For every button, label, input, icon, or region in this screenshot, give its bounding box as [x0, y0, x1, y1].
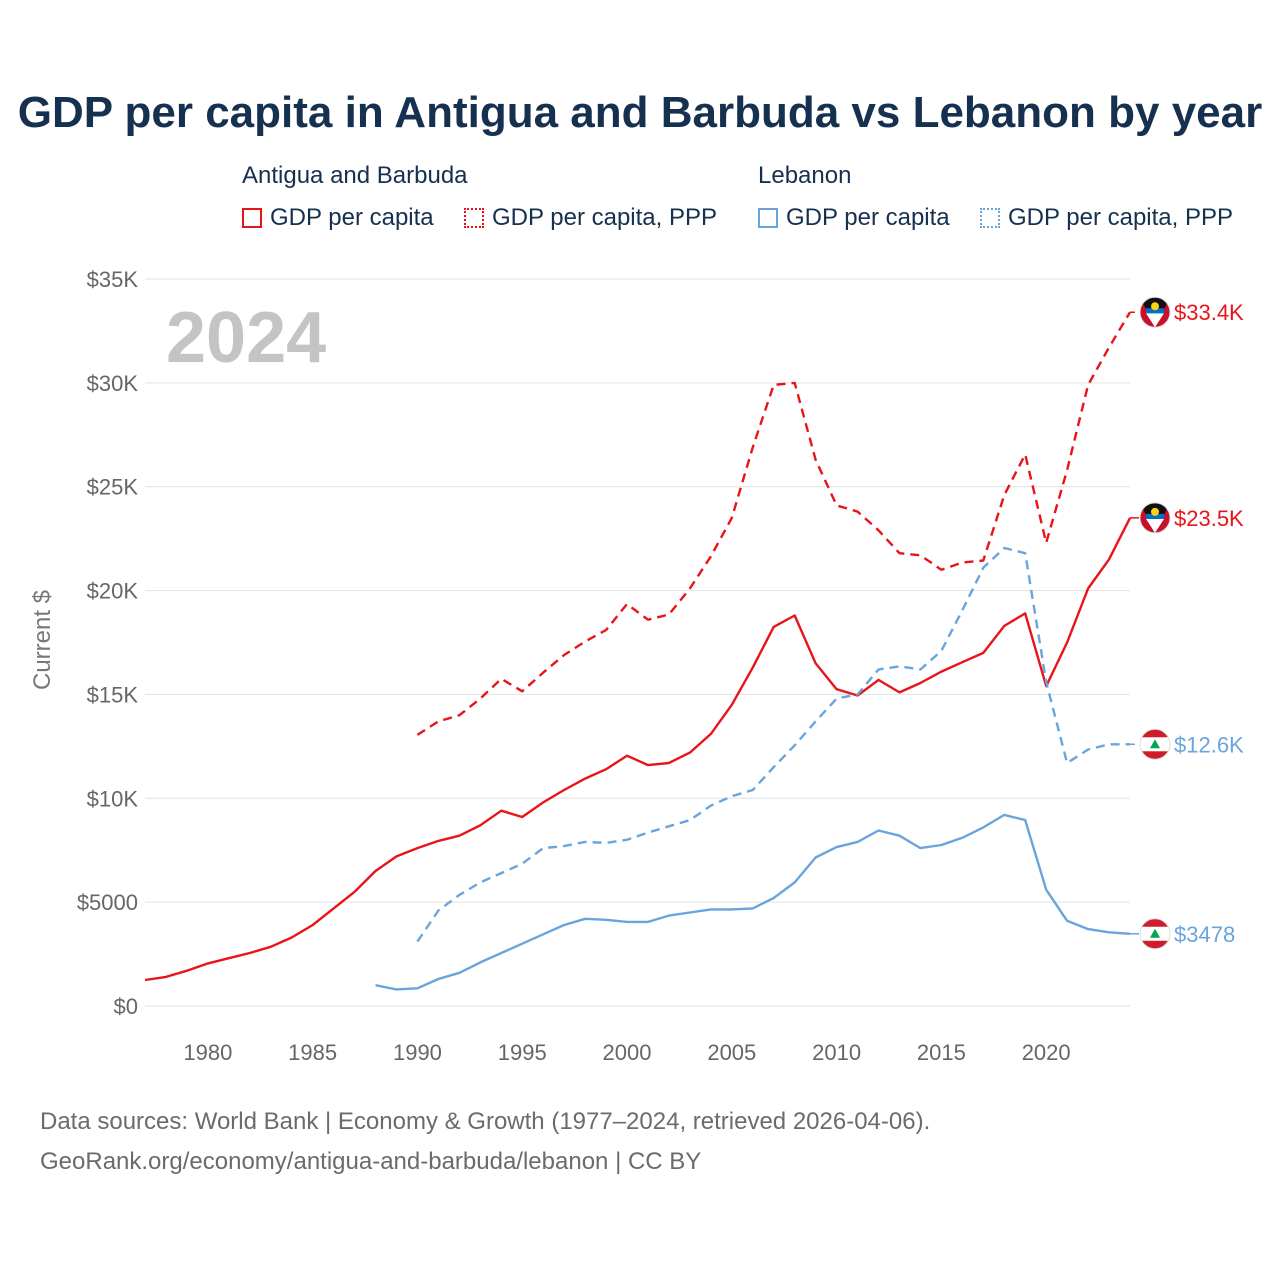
end-value-label: $23.5K — [1174, 506, 1244, 531]
end-value-label: $12.6K — [1174, 732, 1244, 757]
legend-item-lebanon-ppp[interactable]: GDP per capita, PPP — [980, 204, 1233, 232]
lebanon-flag-icon — [1139, 918, 1171, 950]
legend-label: GDP per capita — [786, 204, 950, 231]
legend-item-antigua-gdp[interactable]: GDP per capita — [242, 204, 434, 232]
legend-group-lebanon: Lebanon — [758, 162, 852, 189]
year-watermark: 2024 — [166, 298, 326, 378]
legend-label: GDP per capita, PPP — [492, 204, 717, 231]
y-tick-label: $15K — [87, 682, 139, 707]
end-value-label: $33.4K — [1174, 300, 1244, 325]
line-chart: $0 $5000 $10K $15K $20K $25K $30K $35K 1980 1985… — [29, 267, 1244, 1065]
legend-swatch-dotted — [464, 208, 484, 228]
y-tick-label: $30K — [87, 371, 139, 396]
x-tick-label: 2015 — [917, 1040, 966, 1065]
y-tick-label: $20K — [87, 579, 139, 604]
series-line — [375, 813, 1131, 991]
y-tick-label: $5000 — [77, 890, 138, 915]
x-tick-label: 2010 — [812, 1040, 861, 1065]
legend-label: GDP per capita, PPP — [1008, 204, 1233, 231]
legend-item-lebanon-gdp[interactable]: GDP per capita — [758, 204, 950, 232]
source-note: Data sources: World Bank | Economy & Gro… — [40, 1108, 931, 1135]
legend-swatch-solid — [242, 208, 262, 228]
x-tick-label: 1985 — [288, 1040, 337, 1065]
legend-swatch-solid — [758, 208, 778, 228]
y-axis-label: Current $ — [29, 590, 56, 690]
y-tick-label: $25K — [87, 475, 139, 500]
legend-item-antigua-ppp[interactable]: GDP per capita, PPP — [464, 204, 717, 232]
x-tick-label: 1995 — [498, 1040, 547, 1065]
end-value-label: $3478 — [1174, 922, 1235, 947]
x-tick-label: 1980 — [183, 1040, 232, 1065]
x-tick-label: 2005 — [707, 1040, 756, 1065]
y-tick-label: $10K — [87, 786, 139, 811]
source-url[interactable]: GeoRank.org/economy/antigua-and-barbuda/… — [40, 1148, 702, 1175]
y-tick-label: $0 — [114, 994, 138, 1019]
chart-title: GDP per capita in Antigua and Barbuda vs… — [17, 88, 1263, 137]
antigua-flag-icon — [1139, 502, 1171, 534]
lebanon-flag-icon — [1139, 728, 1171, 760]
x-tick-label: 1990 — [393, 1040, 442, 1065]
series-line — [416, 546, 1130, 943]
series-line — [144, 517, 1132, 982]
y-tick-label: $35K — [87, 267, 139, 292]
legend-label: GDP per capita — [270, 204, 434, 231]
x-tick-label: 2000 — [603, 1040, 652, 1065]
legend-group-antigua: Antigua and Barbuda — [242, 162, 468, 189]
series-line — [416, 311, 1132, 736]
x-tick-label: 2020 — [1022, 1040, 1071, 1065]
legend-swatch-dotted — [980, 208, 1000, 228]
antigua-flag-icon — [1139, 296, 1171, 328]
